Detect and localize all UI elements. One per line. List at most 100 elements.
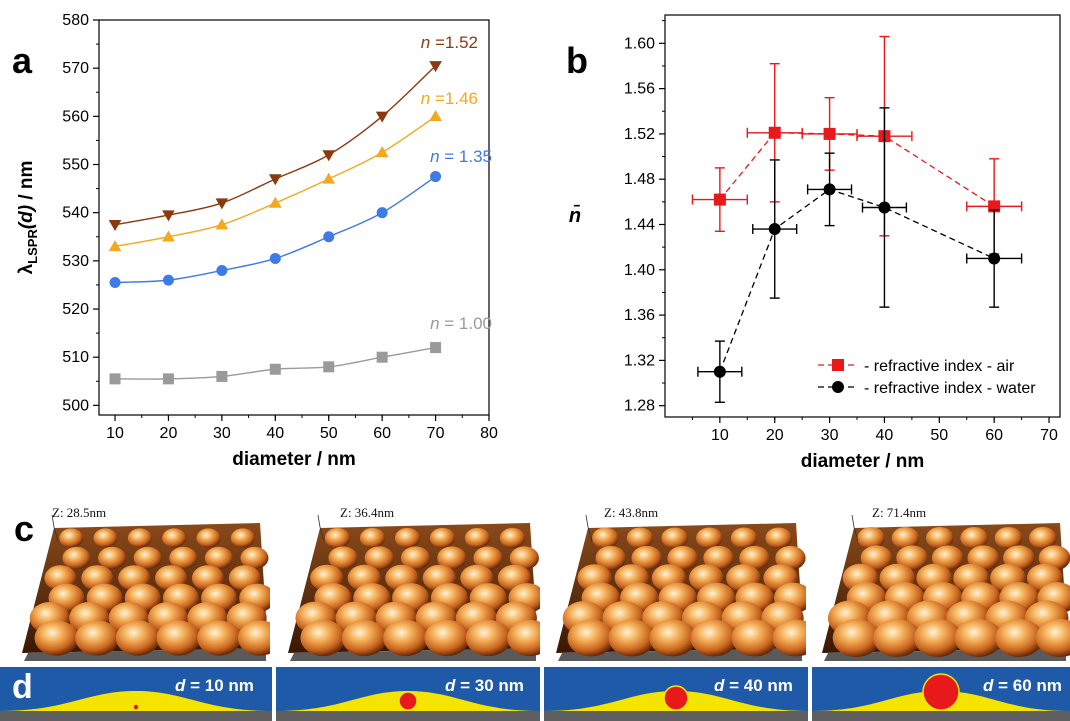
d-var: d	[445, 676, 456, 695]
schematic-label-4: d = 60 nm	[983, 676, 1062, 696]
afm-image-1: Z: 28.5nm	[14, 503, 270, 663]
afm-bump	[437, 546, 467, 570]
afm-bump	[204, 546, 233, 570]
d-value: = 60 nm	[993, 676, 1062, 695]
afm-bump	[237, 620, 270, 656]
afm-bump	[473, 546, 503, 570]
x-tick-label: 20	[766, 427, 784, 444]
x-tick-label: 60	[985, 427, 1003, 444]
y-tick-label: 1.56	[624, 81, 655, 98]
afm-bump	[873, 618, 921, 658]
afm-bump	[93, 528, 118, 548]
schematic-label-1: d = 10 nm	[175, 676, 254, 696]
afm-z-pointer	[51, 514, 59, 542]
afm-bump	[994, 526, 1023, 550]
afm-bump	[169, 546, 198, 570]
x-tick-label: 60	[373, 425, 391, 442]
afm-bump	[896, 545, 928, 571]
afm-bump	[860, 545, 893, 571]
data-point	[878, 201, 891, 214]
afm-bump	[739, 545, 770, 571]
afm-bump	[765, 527, 792, 549]
afm-bump	[341, 619, 387, 657]
afm-bump	[499, 527, 526, 549]
afm-z-pointer	[851, 514, 859, 542]
x-tick-label: 20	[160, 425, 178, 442]
data-point	[322, 172, 336, 184]
afm-bump	[1029, 526, 1057, 550]
schematic-panel	[0, 667, 1070, 721]
afm-bump	[400, 546, 431, 570]
data-point	[269, 363, 281, 375]
x-tick-label: 10	[106, 425, 124, 442]
y-tick-label: 510	[62, 349, 89, 366]
data-point	[713, 193, 726, 206]
data-point	[322, 150, 336, 162]
afm-bump	[954, 618, 1003, 658]
afm-bump	[914, 618, 962, 658]
afm-z-label: Z: 43.8nm	[604, 505, 659, 520]
afm-image-4: Z: 71.4nm	[814, 503, 1070, 663]
data-point	[768, 126, 781, 139]
afm-bump	[115, 620, 160, 656]
schematic-substrate	[0, 711, 272, 721]
data-point	[429, 110, 442, 122]
afm-bump	[595, 545, 626, 571]
afm-bump	[127, 528, 152, 548]
schematic-film	[0, 691, 272, 711]
x-tick-label: 80	[480, 425, 498, 442]
data-point	[376, 351, 388, 363]
legend-marker	[832, 359, 844, 371]
y-tick-label: 1.40	[624, 262, 655, 279]
afm-bump	[995, 618, 1043, 658]
afm-bump	[775, 545, 806, 571]
y-axis-label: λLSPR(d) / nm	[16, 161, 40, 275]
panel-label-c: c	[14, 508, 35, 549]
afm-bump	[703, 545, 734, 571]
data-point	[162, 274, 174, 286]
series-label: n = 1.35	[430, 147, 492, 166]
x-tick-label: 30	[821, 427, 839, 444]
d-var: d	[175, 676, 186, 695]
series-label: n =1.52	[421, 33, 478, 52]
schematic-substrate	[544, 711, 808, 721]
afm-bump	[34, 620, 79, 656]
d-var: d	[714, 676, 725, 695]
y-tick-label: 1.32	[624, 352, 655, 369]
x-axis-label: diameter / nm	[801, 451, 925, 472]
data-point	[429, 61, 442, 73]
d-var: d	[983, 676, 994, 695]
y-tick-label: 1.28	[624, 398, 655, 415]
data-point	[162, 373, 174, 385]
afm-bump	[429, 527, 456, 549]
afm-bump	[567, 619, 614, 657]
y-tick-label: 520	[62, 301, 89, 318]
x-tick-label: 40	[266, 425, 284, 442]
afm-bump	[465, 619, 511, 657]
fit-line	[114, 175, 436, 284]
schematic-nanoparticle	[398, 691, 418, 711]
afm-bump	[696, 527, 723, 549]
legend-label: - refractive index - air	[864, 358, 1015, 375]
afm-z-pointer	[317, 514, 325, 542]
panel-label-b: b	[566, 40, 588, 81]
x-tick-label: 30	[213, 425, 231, 442]
afm-bump	[383, 619, 429, 657]
data-point	[323, 231, 335, 243]
series-label: n = 1.00	[430, 314, 492, 333]
afm-image-3: Z: 43.8nm	[548, 503, 806, 663]
schematic-nanoparticle	[663, 685, 689, 711]
data-point	[108, 220, 122, 232]
afm-bump	[424, 619, 470, 657]
series-label: n =1.46	[421, 89, 478, 108]
afm-image-2: Z: 36.4nm	[280, 503, 540, 663]
plot-frame	[664, 14, 1061, 418]
x-tick-label: 10	[711, 427, 729, 444]
data-point	[216, 264, 228, 276]
afm-bump	[608, 619, 655, 657]
schematic-label-3: d = 40 nm	[714, 676, 793, 696]
afm-bump	[162, 528, 187, 548]
schematic-label-2: d = 30 nm	[445, 676, 524, 696]
afm-bump	[324, 527, 351, 549]
y-tick-label: 500	[62, 397, 89, 414]
